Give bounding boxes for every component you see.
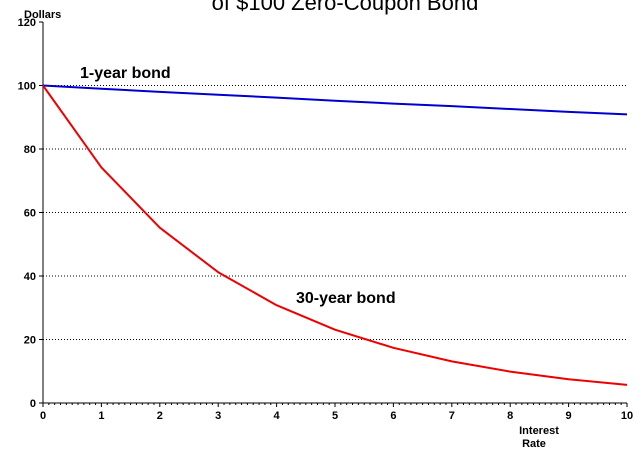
x-axis-title-line1: Interest <box>519 425 559 437</box>
x-tick-label-0: 0 <box>40 410 46 422</box>
x-tick-label-1: 1 <box>98 410 104 422</box>
x-tick-label-3: 3 <box>215 410 221 422</box>
y-axis-title: Dollars <box>24 9 61 21</box>
series-line-30-year-bond <box>42 84 628 386</box>
x-tick-label-2: 2 <box>157 410 163 422</box>
y-tick-label-20: 20 <box>24 335 36 347</box>
y-tick-labels: 0 20 40 60 80 100 120 <box>18 17 36 410</box>
chart-title: of $100 Zero-Coupon Bond <box>212 0 479 15</box>
y-tick-label-40: 40 <box>24 271 36 283</box>
series-lines <box>42 84 628 386</box>
y-tick-label-0: 0 <box>30 398 36 410</box>
gridlines <box>43 85 627 340</box>
x-tick-labels: 0 1 2 3 4 5 6 7 8 9 10 <box>40 410 633 422</box>
x-tick-label-6: 6 <box>390 410 396 422</box>
series-line-1-year-bond <box>42 84 628 116</box>
y-tick-label-100: 100 <box>18 81 36 93</box>
x-tick-label-8: 8 <box>507 410 513 422</box>
y-tick-label-80: 80 <box>24 144 36 156</box>
x-axis-title-line2: Rate <box>522 438 546 449</box>
x-tick-label-7: 7 <box>449 410 455 422</box>
x-tick-label-9: 9 <box>566 410 572 422</box>
series-label-1-year: 1-year bond <box>80 65 171 82</box>
x-tick-label-5: 5 <box>332 410 338 422</box>
x-tick-label-10: 10 <box>621 410 633 422</box>
y-tick-label-60: 60 <box>24 208 36 220</box>
series-label-30-year: 30-year bond <box>296 290 396 307</box>
y-tick-label-120: 120 <box>18 17 36 29</box>
x-tick-label-4: 4 <box>274 410 281 422</box>
